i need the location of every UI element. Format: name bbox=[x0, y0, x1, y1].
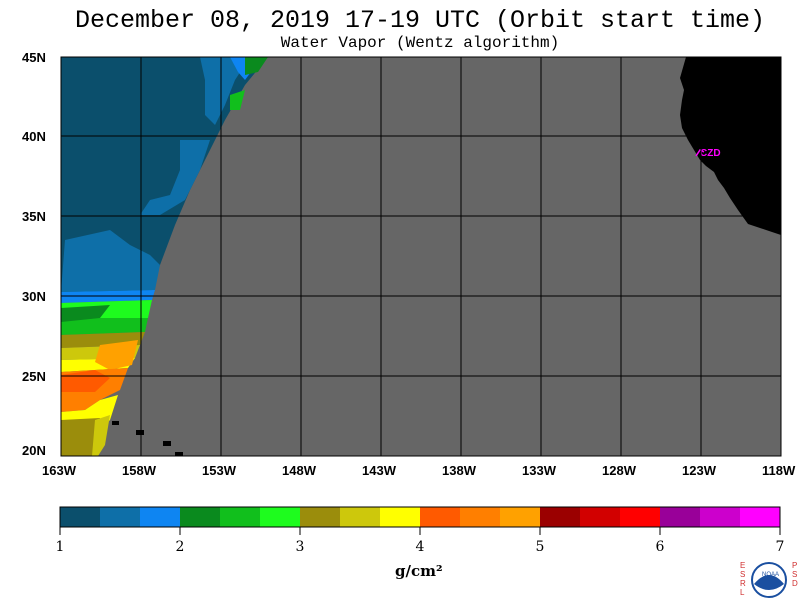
colorbar-swatch bbox=[540, 507, 581, 527]
colorbar-tick-label: 7 bbox=[776, 539, 785, 555]
island-2 bbox=[136, 430, 144, 435]
lat-label-25: 25N bbox=[22, 369, 46, 384]
lon-label-123: 123W bbox=[682, 463, 717, 478]
lon-label-143: 143W bbox=[362, 463, 397, 478]
vapor-region-yellow-4 bbox=[92, 415, 110, 456]
vapor-region-blue-patch-3 bbox=[61, 230, 160, 292]
vapor-region-green-5 bbox=[61, 305, 110, 322]
island-4 bbox=[175, 452, 183, 456]
colorbar-swatch bbox=[180, 507, 221, 527]
lon-label-148: 148W bbox=[282, 463, 317, 478]
colorbar-swatches bbox=[60, 507, 781, 527]
lon-label-118: 118W bbox=[762, 463, 796, 478]
colorbar-swatch bbox=[700, 507, 741, 527]
colorbar-tick-label: 6 bbox=[656, 539, 665, 555]
lat-label-45: 45N bbox=[22, 50, 46, 65]
station-label: CZD bbox=[700, 148, 721, 159]
colorbar-swatch bbox=[580, 507, 621, 527]
lon-label-158: 158W bbox=[122, 463, 157, 478]
lat-label-40: 40N bbox=[22, 129, 46, 144]
map-frame bbox=[60, 56, 782, 457]
logo-left-l: L bbox=[740, 588, 745, 597]
logo-text: NOAA bbox=[762, 572, 779, 578]
lat-label-35: 35N bbox=[22, 209, 46, 224]
colorbar-swatch bbox=[260, 507, 301, 527]
lat-label-30: 30N bbox=[22, 289, 46, 304]
map-title: December 08, 2019 17-19 UTC (Orbit start… bbox=[74, 6, 766, 35]
latitude-labels: 45N 40N 35N 30N 25N 20N bbox=[22, 50, 46, 458]
lon-label-163: 163W bbox=[42, 463, 77, 478]
colorbar-swatch bbox=[340, 507, 381, 527]
lon-label-128: 128W bbox=[602, 463, 637, 478]
island-1 bbox=[112, 421, 119, 425]
island-3 bbox=[163, 441, 171, 446]
colorbar-tick-label: 4 bbox=[416, 539, 425, 555]
water-vapor-swath bbox=[61, 57, 268, 456]
land-mass-north-america bbox=[680, 57, 781, 235]
vapor-region-green-1 bbox=[245, 57, 268, 75]
vapor-region-blue-patch-1 bbox=[200, 57, 250, 125]
colorbar-swatch bbox=[220, 507, 261, 527]
colorbar-tick-label: 5 bbox=[536, 539, 545, 555]
colorbar-swatch bbox=[60, 507, 101, 527]
logo-right-d: D bbox=[792, 579, 798, 588]
longitude-labels: 163W 158W 153W 148W 143W 138W 133W 128W … bbox=[42, 463, 796, 478]
station-marker: CZD bbox=[695, 148, 721, 159]
lon-label-133: 133W bbox=[522, 463, 557, 478]
colorbar-swatch bbox=[620, 507, 661, 527]
colorbar-swatch bbox=[660, 507, 701, 527]
map-subtitle: Water Vapor (Wentz algorithm) bbox=[280, 34, 560, 52]
colorbar-swatch bbox=[380, 507, 421, 527]
colorbar-swatch bbox=[300, 507, 341, 527]
colorbar-swatch bbox=[140, 507, 181, 527]
colorbar-units: g/cm² bbox=[395, 562, 443, 580]
logo-right-p: P bbox=[792, 561, 797, 570]
vapor-region-orange-1 bbox=[95, 340, 138, 370]
grid-lines bbox=[61, 57, 781, 456]
vapor-region-blue-patch-2 bbox=[140, 140, 210, 215]
vapor-region-olive-2 bbox=[61, 418, 100, 456]
noaa-logo: E S R L NOAA P S D bbox=[740, 561, 798, 598]
vapor-region-green-2 bbox=[230, 90, 245, 110]
logo-right-s: S bbox=[792, 570, 797, 579]
colorbar-swatch bbox=[420, 507, 461, 527]
colorbar-tick-label: 3 bbox=[296, 539, 305, 555]
colorbar-swatch bbox=[460, 507, 501, 527]
vapor-region-green-4 bbox=[61, 318, 148, 335]
colorbar-tick-label: 1 bbox=[56, 539, 65, 555]
logo-left-e: E bbox=[740, 561, 745, 570]
hawaii-islands bbox=[112, 421, 183, 456]
lat-label-20: 20N bbox=[22, 443, 46, 458]
colorbar-swatch bbox=[100, 507, 141, 527]
colorbar-ticks: 1 2 3 4 5 6 7 bbox=[56, 527, 785, 555]
colorbar-swatch bbox=[740, 507, 781, 527]
logo-left-s: S bbox=[740, 570, 745, 579]
lon-label-138: 138W bbox=[442, 463, 477, 478]
lon-label-153: 153W bbox=[202, 463, 237, 478]
colorbar-tick-label: 2 bbox=[176, 539, 185, 555]
colorbar: 1 2 3 4 5 6 7 bbox=[56, 506, 785, 555]
colorbar-swatch bbox=[500, 507, 541, 527]
logo-left-r: R bbox=[740, 579, 746, 588]
